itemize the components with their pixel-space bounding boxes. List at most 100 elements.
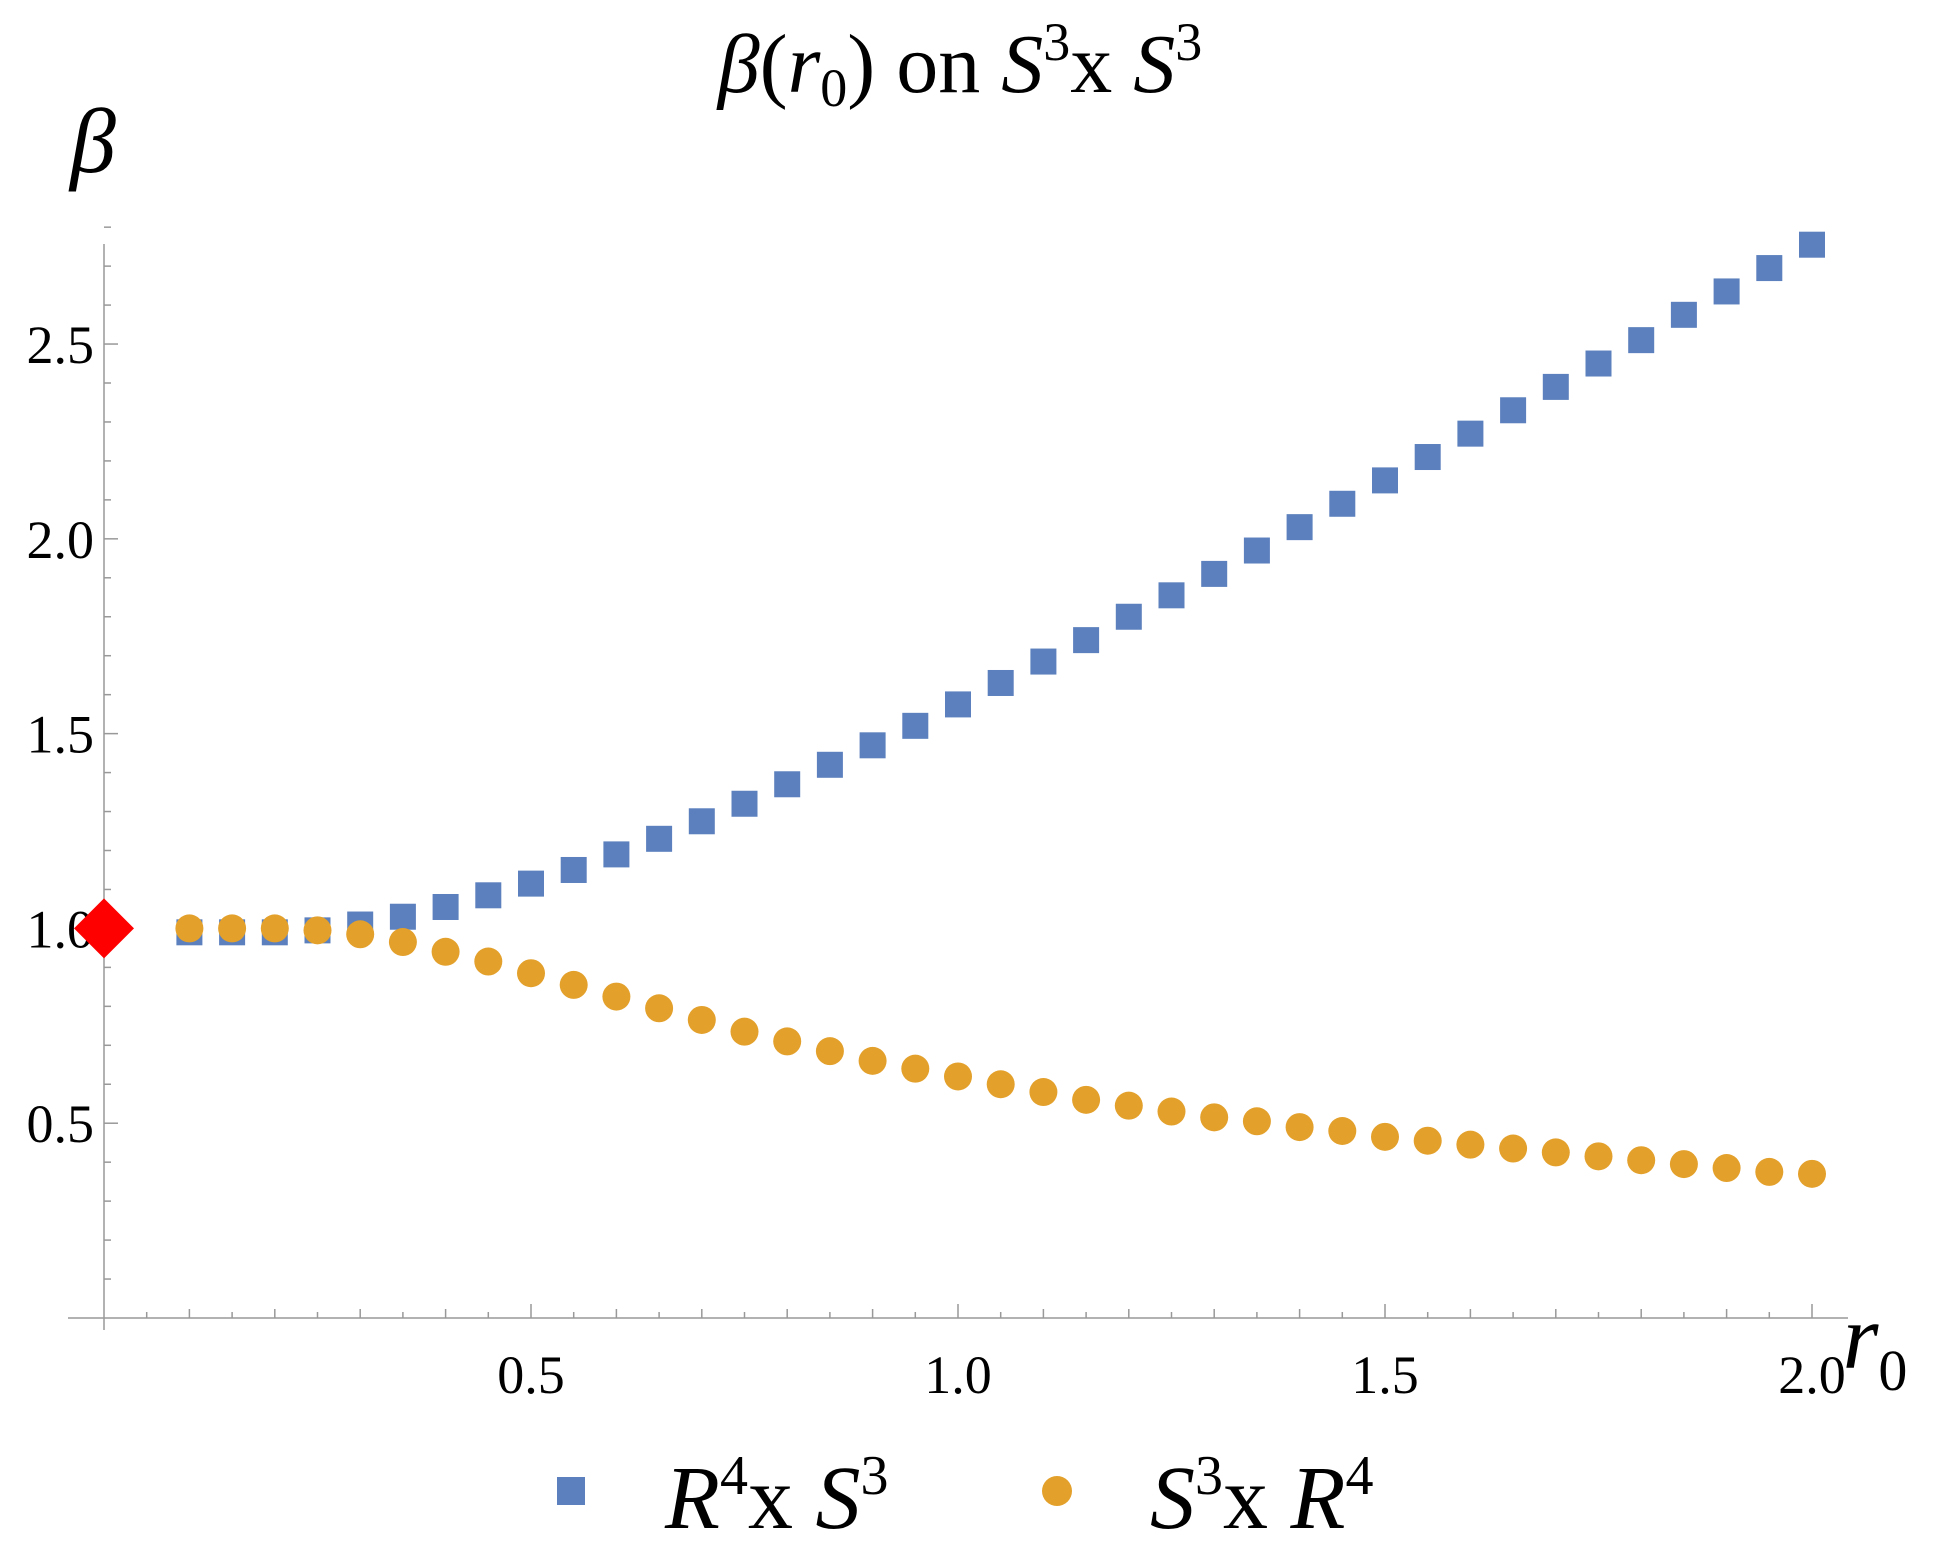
data-point-circle: [986, 1070, 1015, 1099]
tick-labels: 0.5 1.0 1.5 2.00.51.01.52.02.5: [27, 315, 1846, 1405]
x-axis-label-main: r: [1843, 1286, 1880, 1388]
data-point-square: [945, 691, 971, 718]
data-point-circle: [1072, 1085, 1101, 1114]
data-point-square: [1329, 490, 1356, 517]
data-point-square: [1286, 514, 1313, 541]
legend-1-a-sup: 3: [1195, 1445, 1223, 1507]
data-point-square: [518, 870, 544, 897]
data-point-square: [1628, 327, 1655, 354]
title-beta: β: [716, 18, 760, 111]
data-point-circle: [687, 1005, 716, 1034]
data-point-circle: [773, 1027, 802, 1056]
data-point-circle: [944, 1062, 972, 1091]
title-s2-superscript: 3: [1175, 12, 1202, 72]
data-point-square: [1585, 350, 1612, 377]
data-point-circle: [1157, 1097, 1186, 1126]
data-point-square: [1243, 537, 1270, 564]
data-point-square: [1073, 627, 1100, 654]
data-point-circle: [260, 914, 289, 943]
data-point-circle: [645, 994, 674, 1023]
data-point-square: [1201, 560, 1228, 587]
title-x: x: [1070, 18, 1133, 111]
data-point-circle: [730, 1017, 759, 1046]
data-point-square: [1158, 582, 1185, 609]
data-point-square: [389, 903, 416, 930]
data-point-circle: [431, 937, 460, 966]
legend-label-s3-r4: S3x R4: [1150, 1445, 1373, 1548]
data-point-circle: [1029, 1078, 1058, 1107]
y-tick-label: 1.5: [27, 705, 95, 765]
y-axis-label: β: [68, 90, 116, 192]
data-point-square: [646, 825, 673, 852]
data-point-circle: [1584, 1142, 1613, 1171]
data-point-square: [1414, 444, 1441, 471]
title-close-paren: ): [847, 18, 875, 111]
legend-0-x: x: [748, 1449, 816, 1548]
data-point-circle: [1328, 1117, 1357, 1145]
title-s1-superscript: 3: [1043, 12, 1070, 72]
data-point-circle: [815, 1037, 844, 1066]
x-axis-label-subscript: 0: [1878, 1338, 1907, 1403]
data-point-circle: [1413, 1126, 1442, 1155]
legend-marker-square: [557, 1477, 585, 1505]
data-point-circle: [1285, 1113, 1314, 1142]
y-tick-label: 2.0: [27, 510, 95, 570]
data-point-square: [1670, 301, 1697, 328]
data-point-square: [902, 712, 929, 739]
legend: R4x S3 S3x R4: [557, 1445, 1373, 1548]
data-point-circle: [517, 959, 545, 988]
data-point-circle: [388, 928, 417, 957]
data-point-circle: [858, 1046, 887, 1075]
data-marks: [74, 231, 1826, 1188]
data-point-circle: [1669, 1150, 1698, 1179]
data-point-circle: [346, 920, 375, 949]
title-on: on: [875, 18, 1001, 111]
data-point-square: [432, 893, 459, 920]
data-point-square: [1756, 255, 1783, 282]
x-axis-label: r0: [1843, 1286, 1908, 1403]
legend-0-a: R: [664, 1449, 720, 1548]
data-point-circle: [559, 970, 588, 999]
data-point-circle: [474, 947, 503, 976]
title-open-paren: (: [760, 18, 788, 111]
data-point-circle: [1499, 1134, 1528, 1163]
data-point-circle: [1755, 1157, 1784, 1186]
data-point-square: [1115, 603, 1142, 630]
data-point-square: [859, 732, 886, 759]
legend-1-a: S: [1150, 1449, 1195, 1548]
title-r: r: [788, 18, 821, 111]
data-point-square: [1372, 467, 1398, 494]
data-point-square: [560, 856, 587, 883]
data-point-square: [987, 669, 1014, 696]
data-point-circle: [1627, 1146, 1656, 1175]
data-point-square: [731, 790, 758, 817]
data-point-square: [1542, 373, 1569, 400]
data-point-circle: [1242, 1107, 1271, 1136]
data-point-square: [1030, 648, 1057, 675]
data-point-square: [1799, 231, 1825, 258]
data-point-circle: [1541, 1138, 1570, 1167]
data-point-circle: [901, 1054, 930, 1083]
data-point-circle: [1114, 1091, 1143, 1120]
data-point-square: [816, 751, 843, 778]
data-point-circle: [1712, 1154, 1741, 1183]
chart-title: β(r0) on S3x S3: [716, 12, 1203, 118]
title-r-subscript: 0: [820, 58, 847, 118]
data-point-square: [1457, 420, 1484, 447]
data-point-square: [603, 841, 630, 868]
data-point-circle: [1798, 1159, 1826, 1188]
x-tick-label: 2.0: [1778, 1345, 1846, 1405]
x-tick-label: 1.0: [924, 1345, 992, 1405]
legend-marker-circle: [1042, 1476, 1072, 1506]
data-point-circle: [1456, 1130, 1485, 1159]
y-tick-label: 2.5: [27, 315, 95, 375]
data-point-circle: [175, 914, 204, 943]
data-point-square: [774, 771, 801, 798]
data-point-square: [475, 882, 502, 909]
axis-ticks: [104, 226, 1813, 1318]
data-point-square: [1500, 397, 1527, 424]
title-s1: S: [1001, 18, 1043, 111]
data-point-square: [1713, 278, 1740, 305]
legend-label-r4-s3: R4x S3: [664, 1445, 888, 1548]
